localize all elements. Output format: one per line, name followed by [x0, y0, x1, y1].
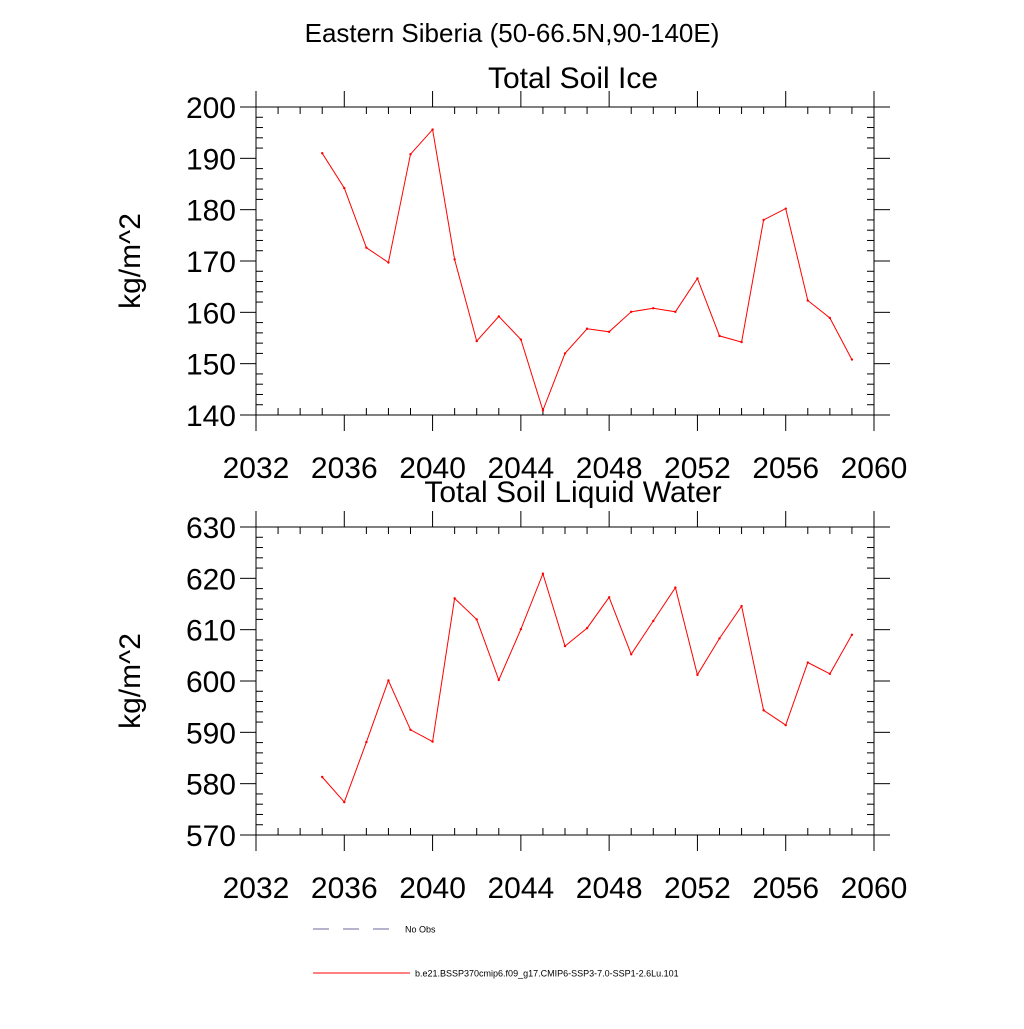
data-point	[784, 723, 787, 727]
y-tick-label: 580	[186, 769, 236, 802]
data-point	[475, 339, 478, 343]
data-point	[784, 207, 787, 210]
x-tick-label: 2036	[311, 452, 378, 485]
data-point	[541, 409, 545, 412]
y-tick-label: 160	[186, 297, 236, 330]
data-point	[718, 637, 721, 640]
data-point	[321, 775, 324, 779]
data-point	[762, 709, 765, 712]
legend-label-2: b.e21.BSSP370cmip6.f09_g17.CMIP6-SSP3-7.…	[415, 969, 679, 979]
data-point	[431, 740, 434, 743]
data-point	[585, 626, 589, 630]
data-point	[343, 186, 346, 190]
data-point	[563, 352, 567, 355]
figure-title: Eastern Siberia (50-66.5N,90-140E)	[304, 18, 720, 48]
y-tick-label: 150	[186, 349, 236, 382]
data-point	[740, 604, 743, 608]
data-point	[409, 728, 412, 731]
data-point	[828, 316, 832, 320]
x-tick-label: 2040	[399, 872, 466, 905]
legend-label-1: No Obs	[405, 925, 436, 935]
data-point	[387, 679, 390, 682]
data-point	[365, 740, 368, 744]
data-point	[630, 653, 633, 656]
x-tick-label: 2032	[223, 452, 290, 485]
data-point	[409, 153, 412, 156]
data-point	[563, 644, 567, 648]
y-tick-label: 600	[186, 666, 236, 699]
data-point	[519, 627, 523, 631]
x-tick-label: 2040	[399, 452, 466, 485]
x-tick-label: 2048	[576, 872, 643, 905]
data-point	[387, 261, 390, 264]
y-tick-label: 630	[186, 512, 236, 545]
data-point	[453, 597, 456, 600]
data-point	[321, 152, 324, 155]
data-point	[607, 330, 611, 334]
data-point	[696, 277, 699, 280]
y-tick-label: 180	[186, 195, 236, 228]
x-tick-label: 2052	[664, 872, 731, 905]
data-point	[630, 310, 633, 314]
y-axis-label: kg/m^2	[114, 213, 147, 309]
y-tick-label: 140	[186, 400, 236, 433]
data-point	[585, 327, 589, 330]
series-line	[321, 128, 853, 412]
x-tick-label: 2044	[487, 872, 554, 905]
data-point	[607, 596, 611, 599]
y-tick-label: 190	[186, 143, 236, 176]
data-point	[365, 246, 368, 249]
data-point	[497, 678, 500, 682]
data-point	[696, 673, 699, 677]
y-tick-label: 570	[186, 820, 236, 853]
data-point	[431, 128, 434, 131]
x-tick-label: 2056	[752, 872, 819, 905]
x-tick-label: 2060	[841, 452, 908, 485]
data-point	[652, 307, 655, 310]
data-point	[850, 633, 854, 636]
data-point	[497, 315, 500, 318]
y-tick-label: 610	[186, 615, 236, 648]
data-point	[453, 258, 456, 261]
panel-title: Total Soil Ice	[488, 62, 658, 95]
data-point	[475, 618, 478, 621]
x-tick-label: 2044	[487, 452, 554, 485]
data-point	[762, 218, 765, 222]
data-point	[806, 299, 809, 302]
panel-title: Total Soil Liquid Water	[424, 476, 721, 509]
y-tick-label: 620	[186, 563, 236, 596]
data-point	[343, 800, 346, 804]
y-tick-label: 590	[186, 717, 236, 750]
plot-frame	[255, 106, 875, 416]
x-tick-label: 2052	[664, 452, 731, 485]
y-tick-label: 200	[186, 92, 236, 125]
x-tick-label: 2056	[752, 452, 819, 485]
data-point	[740, 340, 743, 344]
data-point	[541, 572, 545, 575]
data-point	[718, 334, 721, 338]
y-tick-label: 170	[186, 246, 236, 279]
data-point	[674, 586, 677, 589]
data-point	[652, 619, 655, 623]
x-tick-label: 2032	[223, 872, 290, 905]
x-tick-label: 2036	[311, 872, 378, 905]
series-line	[321, 572, 853, 804]
x-tick-label: 2060	[841, 872, 908, 905]
data-point	[850, 358, 854, 361]
y-axis-label: kg/m^2	[114, 633, 147, 729]
data-point	[828, 672, 832, 676]
data-point	[674, 310, 677, 314]
data-point	[519, 338, 523, 341]
data-point	[806, 661, 809, 664]
x-tick-label: 2048	[576, 452, 643, 485]
